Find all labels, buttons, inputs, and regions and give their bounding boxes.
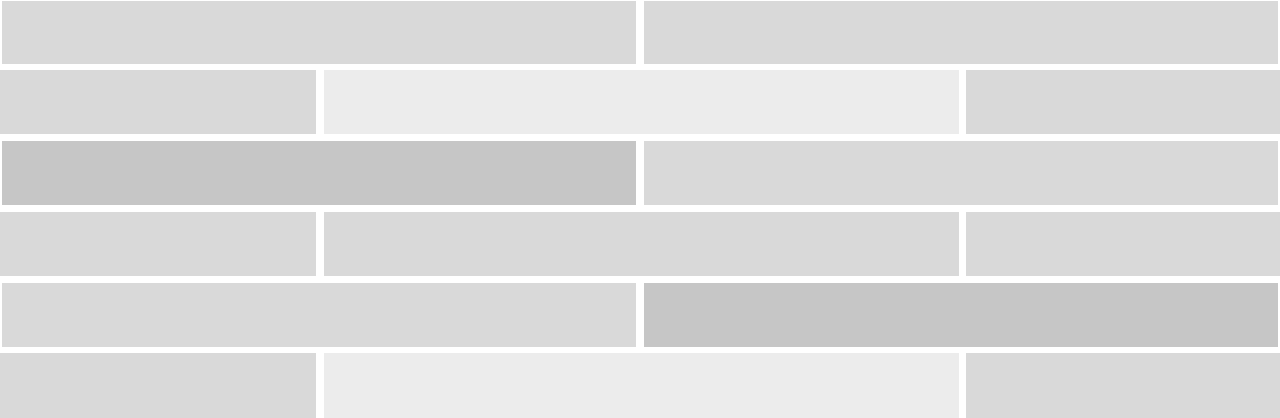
placeholder-block [966,353,1280,418]
placeholder-block [324,353,959,418]
block-row [0,141,1280,205]
placeholder-block [0,212,316,276]
placeholder-block [2,141,636,205]
placeholder-block [2,283,636,347]
placeholder-block [966,70,1280,134]
block-row [0,212,1280,276]
placeholder-block [644,141,1278,205]
placeholder-block [0,70,316,134]
block-row [0,1,1280,64]
placeholder-block [324,70,959,134]
placeholder-block [0,353,316,418]
placeholder-block [966,212,1280,276]
placeholder-block [644,283,1278,347]
placeholder-block [644,1,1278,64]
block-row [0,70,1280,134]
placeholder-block [324,212,959,276]
block-row [0,283,1280,347]
placeholder-block [2,1,636,64]
block-row [0,353,1280,418]
